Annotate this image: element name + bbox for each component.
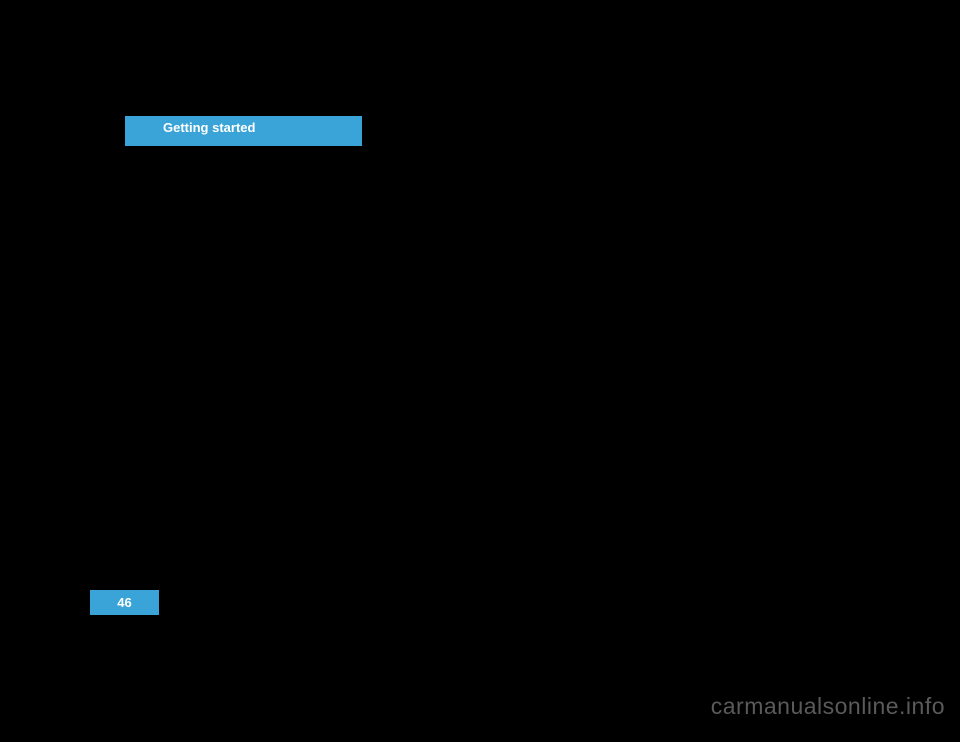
- section-header: Getting started: [125, 116, 362, 146]
- page-number-badge: 46: [90, 590, 159, 615]
- section-title: Getting started: [163, 120, 255, 135]
- page-number: 46: [117, 595, 131, 610]
- watermark-text: carmanualsonline.info: [711, 693, 945, 720]
